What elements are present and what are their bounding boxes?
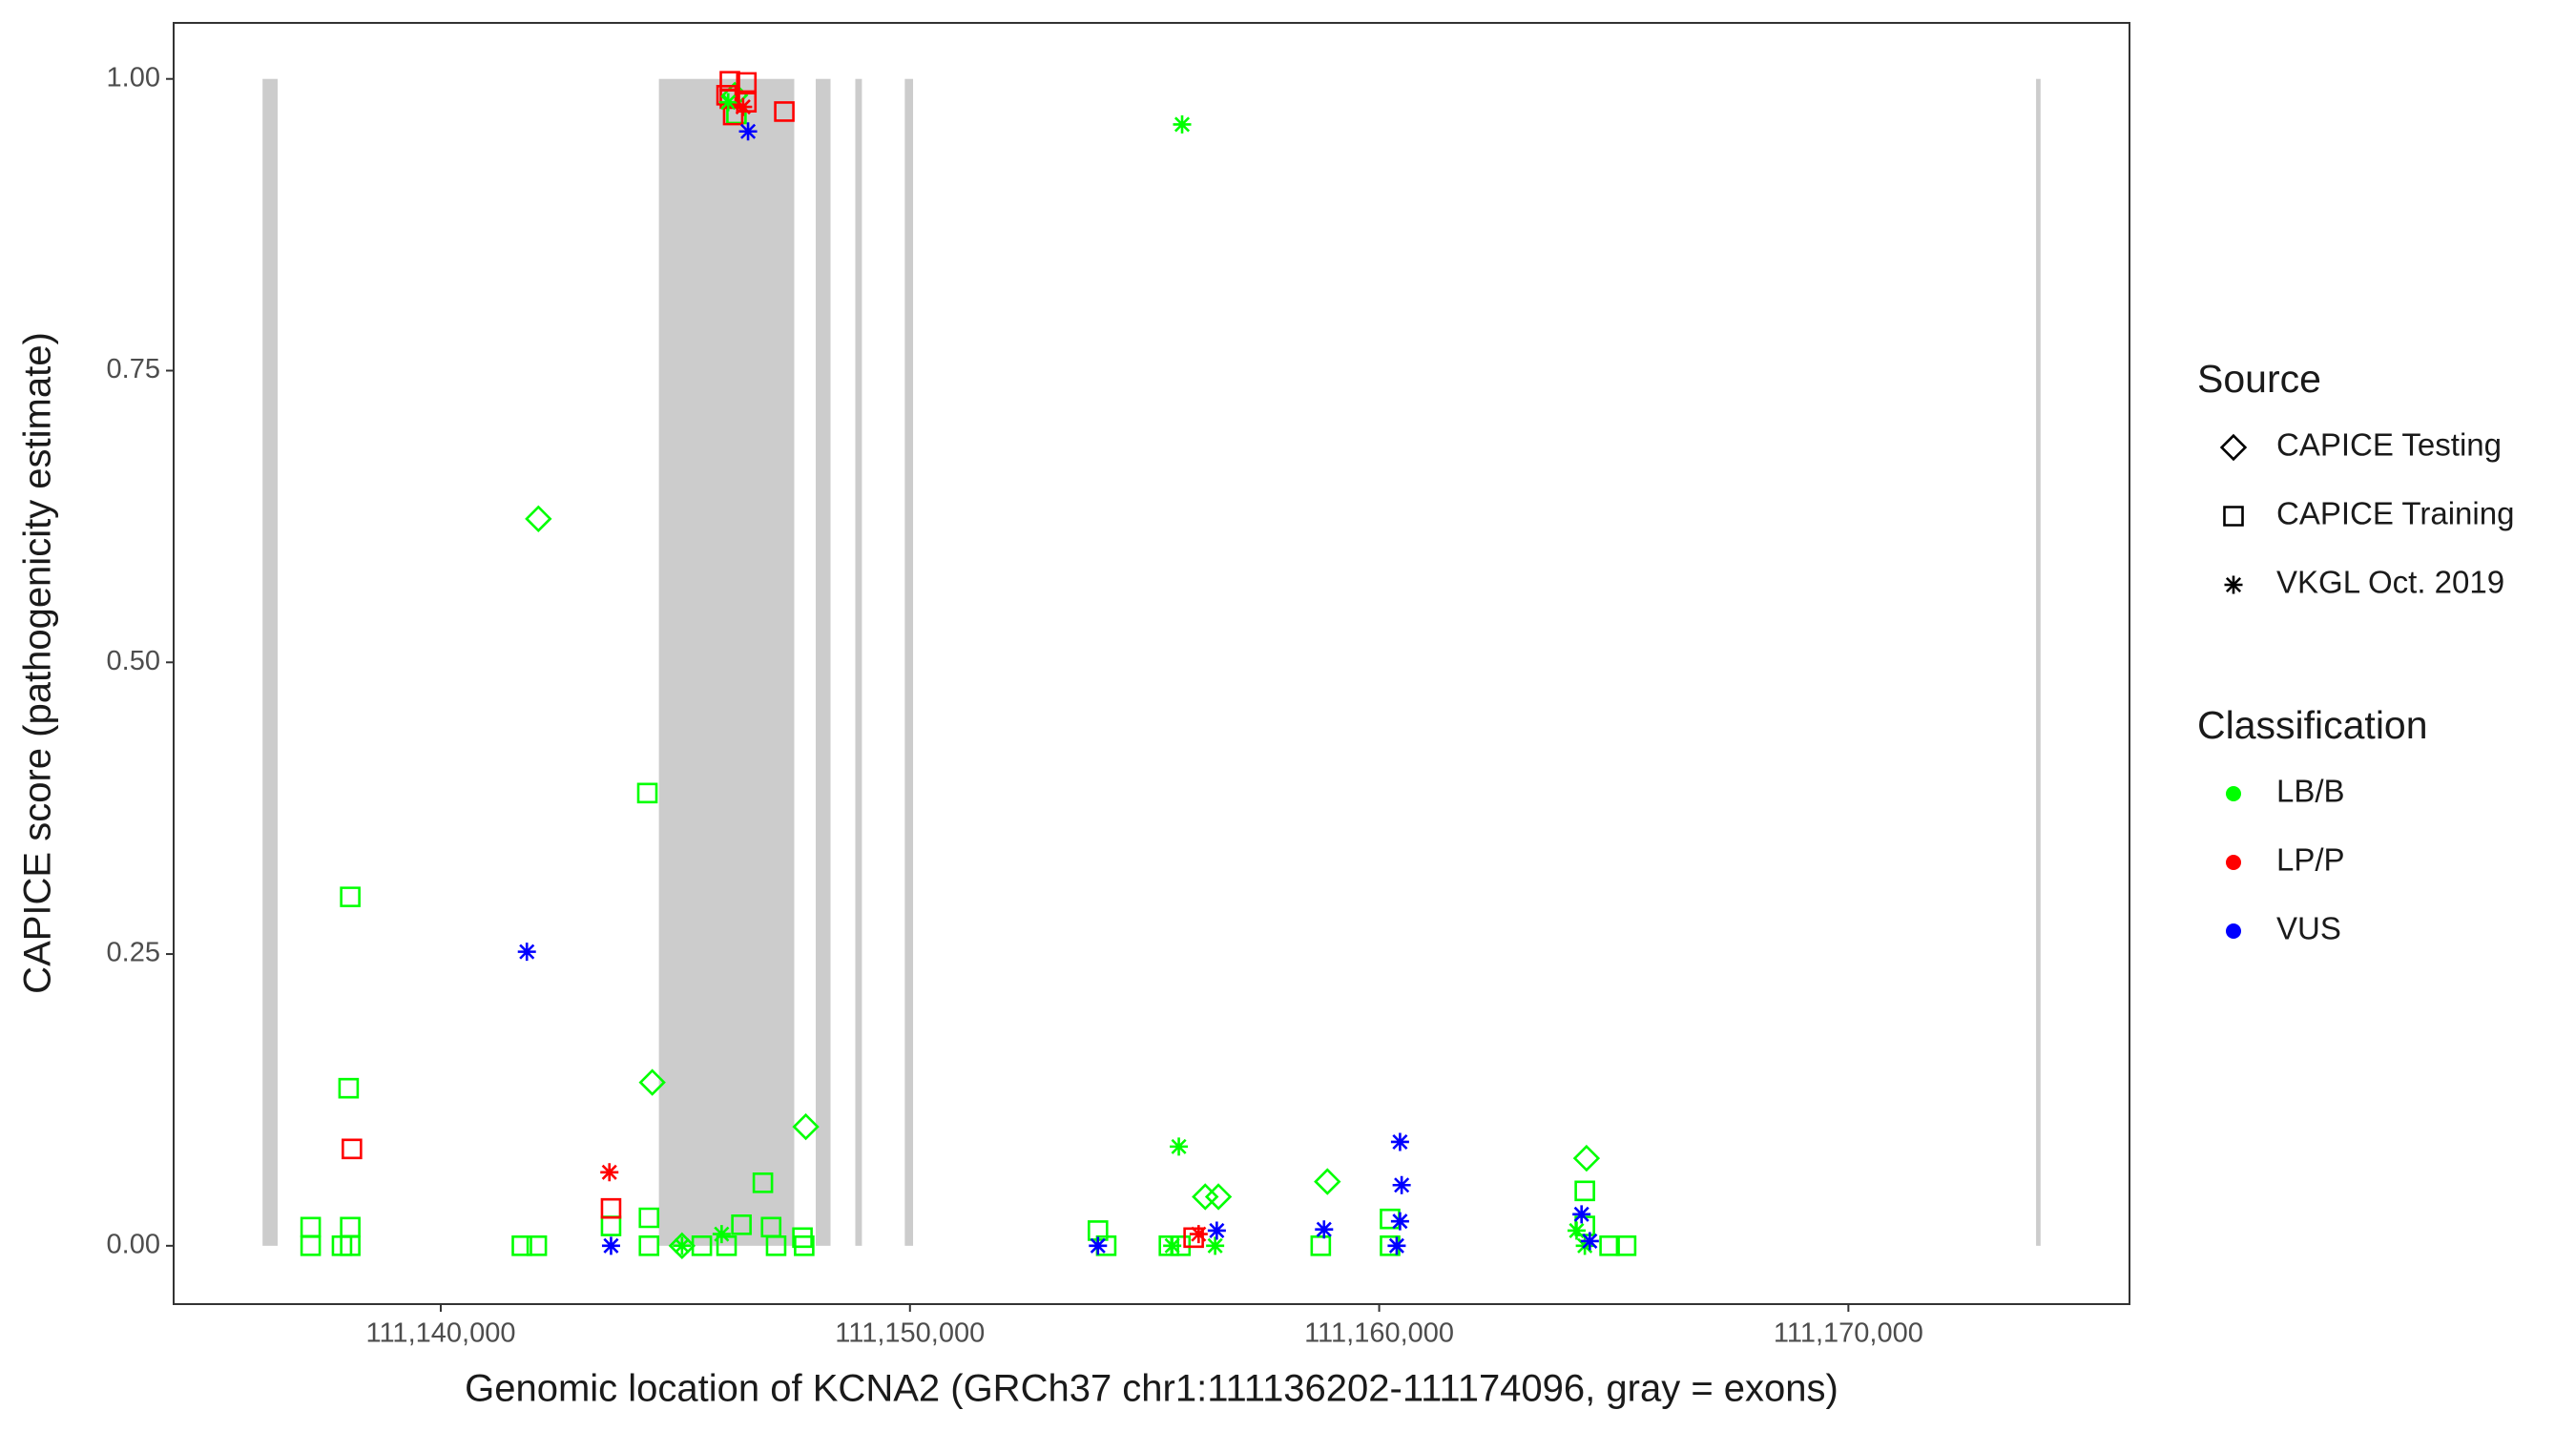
y-axis-title: CAPICE score (pathogenicity estimate) <box>17 332 59 994</box>
exon <box>904 78 914 1246</box>
point <box>1567 1221 1586 1240</box>
point <box>691 1235 713 1256</box>
point <box>1392 1175 1411 1194</box>
point <box>340 1235 361 1256</box>
point <box>716 85 737 106</box>
point <box>1574 1180 1595 1202</box>
legend-symbol <box>2224 575 2243 594</box>
point <box>638 1068 666 1096</box>
point <box>774 101 795 122</box>
legend-symbol <box>2226 855 2241 870</box>
point <box>765 1235 787 1256</box>
point <box>1390 1212 1409 1231</box>
x-tick-label: 111,160,000 <box>1304 1318 1454 1349</box>
legend-symbol <box>2226 923 2241 939</box>
point <box>525 505 552 533</box>
point <box>638 1235 660 1256</box>
point <box>600 1197 622 1219</box>
y-tick-label: 1.00 <box>107 62 160 93</box>
x-tick-label: 111,150,000 <box>835 1318 985 1349</box>
point <box>340 886 361 907</box>
exon <box>658 78 795 1246</box>
point <box>331 1235 353 1256</box>
legend-symbol <box>2226 786 2241 801</box>
point <box>1615 1235 1637 1256</box>
point <box>794 1235 815 1256</box>
point <box>731 1214 752 1235</box>
point <box>1183 1227 1204 1249</box>
point <box>1204 1183 1233 1211</box>
legend-title: Classification <box>2197 703 2428 747</box>
point <box>736 92 758 113</box>
point <box>526 1235 548 1256</box>
legend-label: CAPICE Testing <box>2276 427 2502 463</box>
point <box>712 1225 731 1244</box>
point <box>736 72 758 93</box>
point <box>716 1235 737 1256</box>
point <box>1087 1220 1109 1241</box>
point <box>300 1235 322 1256</box>
point <box>1390 1132 1409 1151</box>
exon <box>855 78 862 1246</box>
legend-symbol <box>2223 506 2244 527</box>
point <box>1192 1183 1219 1211</box>
x-axis-title: Genomic location of KCNA2 (GRCh37 chr1:1… <box>465 1368 1839 1410</box>
point <box>734 97 753 116</box>
point <box>638 1207 660 1229</box>
point <box>1387 1236 1406 1255</box>
point <box>338 1077 360 1099</box>
point <box>1315 1220 1334 1239</box>
point <box>752 1172 774 1193</box>
point <box>1189 1225 1208 1244</box>
point <box>1089 1236 1108 1255</box>
legend-label: LB/B <box>2276 774 2345 809</box>
y-tick-label: 0.50 <box>107 646 160 676</box>
point <box>1163 1236 1182 1255</box>
point <box>1207 1221 1226 1240</box>
point <box>517 943 536 962</box>
y-tick-label: 0.00 <box>107 1229 160 1259</box>
y-tick-label: 0.25 <box>107 938 160 968</box>
legend-symbol <box>2219 433 2248 462</box>
point <box>601 1236 620 1255</box>
exon <box>815 78 831 1246</box>
point <box>792 1227 813 1249</box>
point <box>792 1112 820 1141</box>
point <box>1173 114 1192 134</box>
point <box>668 1232 696 1260</box>
point <box>636 782 658 804</box>
legend-label: VKGL Oct. 2019 <box>2276 565 2504 600</box>
legend-label: LP/P <box>2276 842 2345 878</box>
point <box>1380 1235 1401 1256</box>
legend-label: CAPICE Training <box>2276 496 2514 531</box>
point <box>1206 1236 1225 1255</box>
point <box>673 1236 692 1255</box>
legend-label: VUS <box>2276 911 2341 946</box>
point <box>1572 1205 1591 1224</box>
point <box>718 93 737 112</box>
point <box>342 1138 363 1160</box>
point <box>1170 1137 1189 1156</box>
y-tick-label: 0.75 <box>107 354 160 384</box>
x-tick-label: 111,170,000 <box>1774 1318 1923 1349</box>
legend-title: Source <box>2197 357 2321 401</box>
x-tick-label: 111,140,000 <box>365 1318 515 1349</box>
panel-border <box>173 22 2130 1305</box>
point <box>600 1163 619 1182</box>
exon <box>262 78 278 1246</box>
point <box>1572 1144 1601 1172</box>
point <box>738 122 758 141</box>
point <box>1314 1168 1341 1195</box>
exon <box>2036 78 2041 1246</box>
point <box>1580 1232 1599 1251</box>
